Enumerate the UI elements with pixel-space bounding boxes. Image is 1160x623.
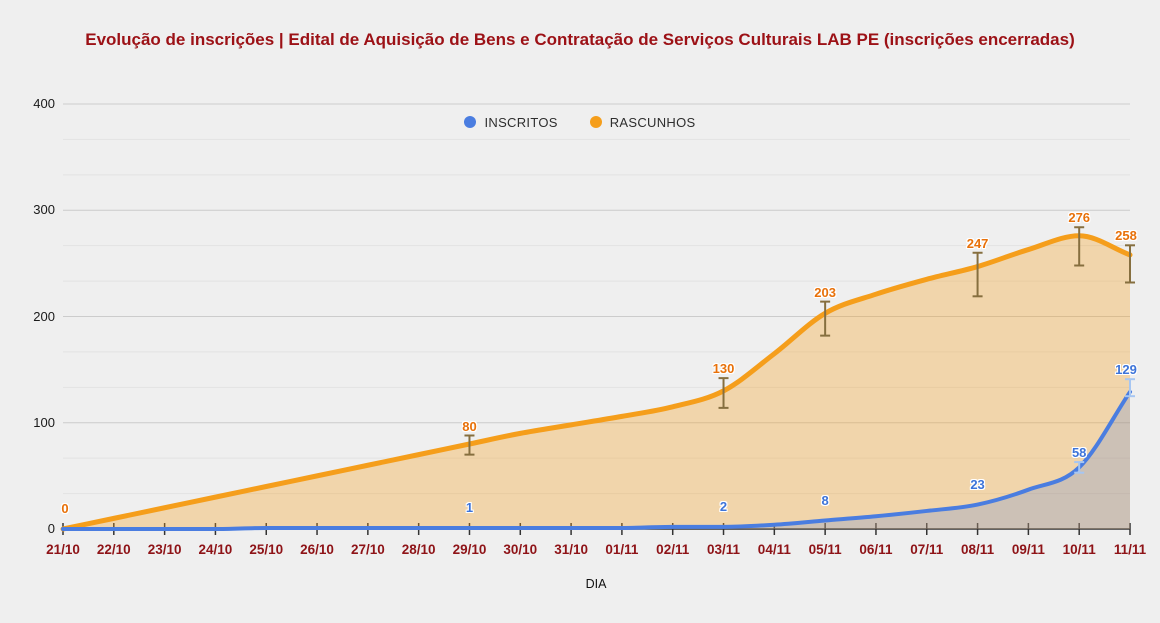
- legend-label: RASCUNHOS: [609, 114, 696, 130]
- chart-title: Evolução de inscrições | Edital de Aquis…: [85, 30, 1075, 49]
- x-axis-title: DIA: [585, 577, 607, 591]
- legend-item-inscritos: INSCRITOS: [464, 115, 557, 130]
- series-line-inscritos: [61, 389, 1132, 531]
- legend-item-rascunhos: RASCUNHOS: [589, 114, 696, 130]
- legend-color-dot: [589, 116, 602, 128]
- series-line-rascunhos: [60, 233, 1133, 532]
- legend: INSCRITOS RASCUNHOS: [0, 112, 1160, 132]
- series-area-rascunhos: [63, 235, 1130, 529]
- series-area-inscritos: [63, 391, 1130, 529]
- legend-color-dot: [464, 116, 477, 128]
- legend-label: INSCRITOS: [484, 114, 558, 130]
